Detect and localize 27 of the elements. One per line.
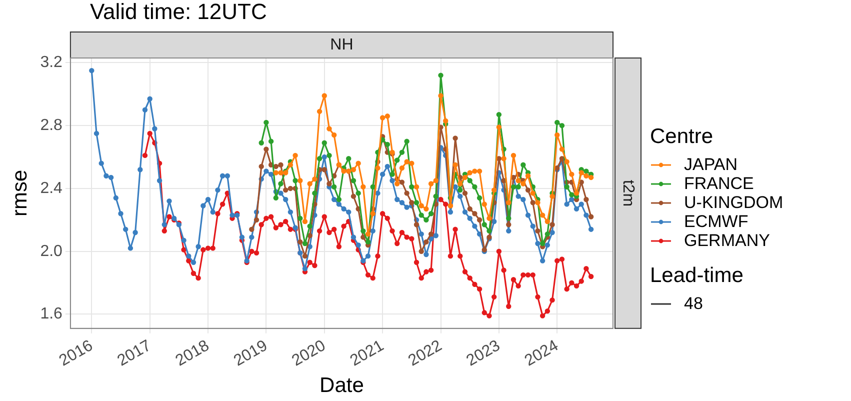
legend-label: FRANCE	[684, 174, 754, 194]
x-tick-label: 2022	[406, 337, 446, 370]
x-axis-title: Date	[320, 374, 364, 398]
y-tick-label: 3.2	[40, 54, 63, 72]
x-tick-label: 2023	[464, 337, 504, 370]
text: 48	[684, 294, 703, 314]
chart-title: Valid time: 12UTC	[90, 0, 267, 24]
y-axis-title: rmse	[8, 170, 32, 217]
y-tick-label: 1.6	[40, 306, 63, 323]
x-tick-label: 2019	[231, 337, 270, 370]
x-tick-label: 2020	[289, 337, 329, 370]
y-tick-label: 2.8	[40, 117, 63, 134]
text: t2m	[620, 180, 637, 207]
legend-label: GERMANY	[684, 230, 770, 250]
y-tick-label: 2.0	[40, 242, 63, 260]
text: Lead-time	[650, 264, 744, 288]
legend-label: ECMWF	[684, 212, 748, 232]
x-tick-label: 2018	[172, 337, 212, 370]
y-tick-label: 2.4	[40, 180, 63, 197]
x-tick-label: 2016	[56, 337, 96, 370]
text: NH	[330, 36, 354, 54]
x-tick-label: 2017	[114, 337, 154, 370]
legend-label: U-KINGDOM	[684, 192, 784, 212]
x-tick-label: 2021	[347, 337, 387, 370]
x-tick-label: 2024	[522, 337, 562, 370]
legend-label: JAPAN	[684, 154, 738, 174]
legend-title: Centre	[650, 125, 714, 149]
